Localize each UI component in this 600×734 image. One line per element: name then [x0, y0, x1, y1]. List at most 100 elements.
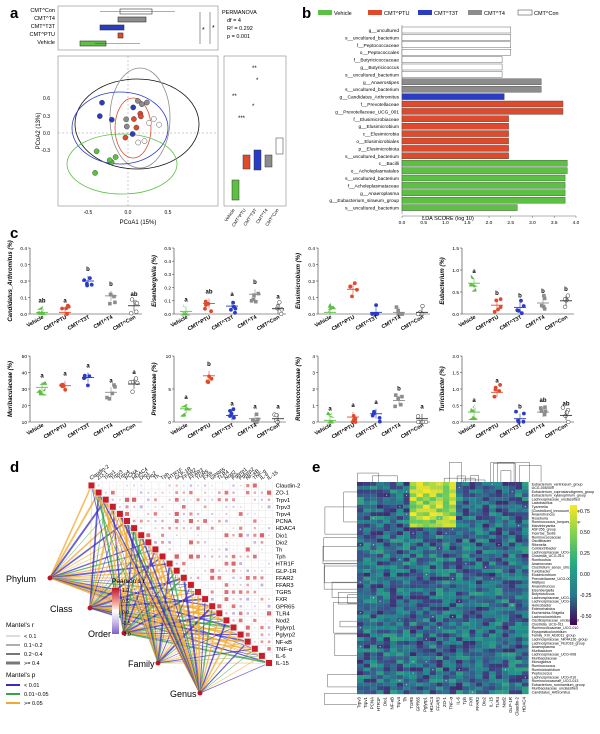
heatmap-cell [456, 667, 463, 672]
heatmap-cell [489, 625, 496, 630]
heatmap-cell [370, 599, 377, 604]
heatmap-cell [469, 614, 476, 619]
heatmap-cell [416, 595, 423, 600]
heatmap-cell [357, 584, 364, 589]
heatmap-cell [383, 610, 390, 615]
heatmap-cell [508, 576, 516, 581]
heatmap-row-label: Lachnospiraceae_unclassified [532, 497, 580, 501]
data-point [539, 303, 544, 308]
heatmap-cell [409, 686, 417, 691]
gene-label-right: PCNA [276, 519, 292, 525]
heatmap-row-label: Anaerotruncus [532, 585, 556, 589]
heatmap-row-label: Clostridia_UCG-014 [532, 554, 564, 558]
heatmap-col-label: Trpv4 [396, 696, 401, 708]
heatmap-cell [522, 641, 529, 645]
heatmap-cell [357, 656, 364, 661]
data-point [184, 311, 187, 316]
heatmap-cell [475, 516, 483, 521]
heatmap-col-label: GLP-1R [508, 697, 513, 713]
heatmap-cell [508, 678, 516, 683]
heatmap-cell [423, 591, 430, 596]
lda-xtick-label: 4.0 [573, 220, 580, 226]
heatmap-cell [403, 656, 410, 661]
heatmap-cell [416, 584, 423, 589]
data-point [209, 309, 214, 314]
heatmap-col-label: Trpv1 [363, 696, 368, 708]
heatmap-cell [357, 603, 364, 608]
heatmap-cell [522, 675, 529, 680]
heatmap-cell [416, 618, 423, 623]
data-point [471, 283, 477, 288]
heatmap-cell [502, 618, 509, 623]
heatmap-cell [502, 641, 509, 645]
matrix-square [246, 569, 250, 573]
plot-xlabel: CMT^PTU [43, 314, 68, 332]
heatmap-cell [515, 656, 522, 661]
heatmap-cell [475, 504, 483, 509]
pcoa-point [131, 116, 137, 122]
heatmap-cell [423, 584, 430, 589]
matrix-square [204, 569, 207, 572]
heatmap-cell [442, 538, 450, 543]
plot-xlabel: CMT^T4 [381, 315, 402, 331]
heatmap-cell [449, 535, 456, 539]
heatmap-cell [442, 625, 450, 630]
matrix-square [95, 489, 102, 496]
heatmap-cell [376, 625, 384, 630]
heatmap-cell [423, 485, 430, 490]
heatmap-cell [456, 663, 463, 668]
matrix-square [189, 484, 193, 487]
heatmap-cell [442, 599, 450, 604]
heatmap-cell [475, 648, 483, 653]
heatmap-cell [456, 659, 463, 664]
plot-ytick-label: 1.0 [452, 387, 459, 393]
heatmap-cell [409, 561, 417, 566]
ellipse-con [74, 78, 200, 170]
heatmap-row-label: Lactobacillus [532, 501, 553, 505]
matrix-square [238, 533, 243, 538]
lda-category-label: f__Peptococcaceae [357, 43, 399, 49]
pcoa-point [93, 148, 100, 155]
heatmap-cell [436, 644, 443, 649]
heatmap-cell [442, 500, 450, 505]
heatmap-cell [403, 629, 410, 634]
matrix-square [183, 542, 185, 543]
dot-plot: Eisenbergiella (%)0.00.10.20.30.40.5aVeh… [152, 246, 286, 333]
matrix-square [260, 583, 264, 587]
heatmap-cell [363, 542, 371, 547]
plot-ytick-label: 10 [166, 354, 172, 360]
heatmap-cell [456, 523, 463, 528]
heatmap-cell [357, 500, 364, 505]
heatmap-cell [429, 497, 437, 502]
heatmap-cell [462, 610, 470, 615]
heatmap-cell [370, 671, 377, 676]
heatmap-cell [423, 482, 430, 486]
matrix-square [224, 490, 229, 495]
heatmap-cell [416, 482, 423, 486]
heatmap-cell [522, 482, 529, 486]
group-label-t4: CMT^T4 [34, 16, 55, 22]
heatmap-cell [396, 553, 404, 558]
heatmap-cell [363, 550, 371, 555]
heatmap-cell [363, 603, 371, 608]
heatmap-cell [376, 678, 384, 683]
heatmap-cell [416, 527, 423, 532]
heatmap-cell [456, 618, 463, 623]
data-point [522, 411, 526, 416]
heatmap-cell [370, 516, 377, 521]
heatmap-cell [403, 523, 410, 528]
heatmap-cell [475, 686, 483, 691]
heatmap-cell [482, 648, 489, 653]
heatmap-cell [409, 493, 417, 498]
mantel-line [89, 485, 92, 609]
heatmap-cell [363, 482, 371, 486]
lda-bar [401, 34, 512, 41]
heatmap-cell [363, 584, 371, 589]
heatmap-cell [376, 629, 384, 634]
pearson-legend: Pearson's r 1.0 0.5 0.0 -0.5 -1.0 [112, 578, 146, 638]
heatmap-cell [429, 659, 437, 664]
heatmap-col-label: TLR4 [495, 696, 500, 707]
heatmap-cell [390, 652, 397, 657]
data-point [543, 409, 548, 413]
heatmap-cell [489, 516, 496, 521]
